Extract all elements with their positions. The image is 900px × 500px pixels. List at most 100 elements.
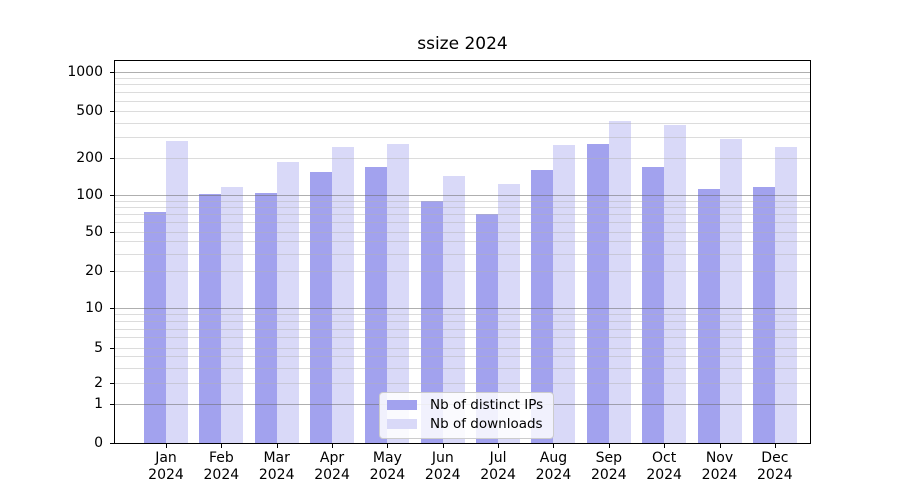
x-tick-mark xyxy=(774,443,776,448)
x-tick-label: May 2024 xyxy=(357,450,417,484)
minor-gridline xyxy=(115,271,810,272)
y-tick-label: 1 xyxy=(94,396,103,413)
bar-downloads-aug xyxy=(553,144,576,443)
minor-gridline xyxy=(115,328,810,330)
month-year: 2024 xyxy=(701,467,738,483)
y-tick-mark xyxy=(110,443,114,444)
minor-gridline xyxy=(115,231,810,233)
y-tick-mark xyxy=(110,383,114,385)
minor-gridline xyxy=(115,137,810,139)
minor-gridline xyxy=(115,314,810,316)
month-name: Oct xyxy=(652,450,677,466)
plot-area xyxy=(114,60,811,444)
legend-swatch-ips xyxy=(387,400,417,410)
x-tick-mark xyxy=(498,443,500,448)
bar-ips-jul xyxy=(476,213,499,443)
x-tick-mark xyxy=(664,443,666,448)
y-tick-mark xyxy=(110,308,114,310)
x-tick-label: Mar 2024 xyxy=(247,450,307,484)
x-tick-label: Jul 2024 xyxy=(468,450,528,484)
bar-downloads-jul xyxy=(498,184,521,443)
bar-ips-sep xyxy=(586,143,609,443)
y-tick-label: 0 xyxy=(94,435,103,451)
minor-gridline xyxy=(115,91,810,93)
minor-gridline xyxy=(115,337,810,339)
y-tick-mark xyxy=(110,195,114,196)
minor-gridline xyxy=(115,77,810,79)
month-name: Mar xyxy=(263,450,290,466)
bar-ips-mar xyxy=(254,193,277,443)
x-tick-label: Oct 2024 xyxy=(634,450,694,484)
y-tick-mark xyxy=(110,158,114,160)
y-tick-label: 50 xyxy=(85,223,103,240)
bar-ips-jun xyxy=(420,200,443,443)
x-tick-mark xyxy=(719,443,721,448)
bar-ips-aug xyxy=(531,170,554,443)
bar-downloads-jan xyxy=(166,140,188,443)
x-tick-mark xyxy=(332,443,334,448)
x-tick-mark xyxy=(387,443,389,448)
minor-gridline xyxy=(115,383,810,385)
bar-downloads-dec xyxy=(774,146,797,443)
x-tick-mark xyxy=(276,443,278,448)
major-gridline xyxy=(115,71,810,73)
minor-gridline xyxy=(115,100,810,102)
x-tick-mark xyxy=(442,443,444,448)
bar-downloads-apr xyxy=(332,146,355,443)
minor-gridline xyxy=(115,84,810,86)
minor-gridline xyxy=(115,111,810,112)
month-year: 2024 xyxy=(424,467,461,483)
minor-gridline xyxy=(115,367,810,369)
month-name: Jan xyxy=(155,450,177,466)
x-tick-label: Feb 2024 xyxy=(191,450,251,484)
x-tick-label: Jan 2024 xyxy=(136,450,196,484)
y-tick-label: 100 xyxy=(76,187,103,203)
month-name: Apr xyxy=(319,450,345,466)
x-tick-label: Sep 2024 xyxy=(579,450,639,484)
month-year: 2024 xyxy=(757,467,793,483)
x-tick-mark xyxy=(553,443,555,448)
minor-gridline xyxy=(115,320,810,322)
bar-downloads-sep xyxy=(608,121,631,443)
y-tick-mark xyxy=(110,347,114,349)
minor-gridline xyxy=(115,213,810,215)
y-tick-mark xyxy=(110,404,114,406)
bar-downloads-jun xyxy=(442,176,465,443)
month-name: Nov xyxy=(705,450,734,466)
x-tick-mark xyxy=(166,443,167,448)
month-name: Jul xyxy=(489,450,507,466)
minor-gridline xyxy=(115,253,810,255)
minor-gridline xyxy=(115,206,810,208)
y-tick-mark xyxy=(110,111,114,112)
y-tick-label: 20 xyxy=(85,263,103,279)
y-tick-label: 200 xyxy=(76,150,103,167)
legend-label-ips: Nb of distinct IPs xyxy=(430,397,544,413)
legend-swatch-downloads xyxy=(387,419,417,429)
month-year: 2024 xyxy=(369,467,406,483)
month-year: 2024 xyxy=(314,467,350,483)
y-tick-label: 1000 xyxy=(67,63,103,80)
month-name: Sep xyxy=(595,450,622,466)
legend-label-downloads: Nb of downloads xyxy=(430,416,543,432)
bar-downloads-oct xyxy=(664,125,687,443)
month-name: Aug xyxy=(539,450,568,466)
minor-gridline xyxy=(115,347,810,349)
minor-gridline xyxy=(115,356,810,358)
y-tick-mark xyxy=(110,71,114,73)
y-tick-label: 2 xyxy=(94,375,103,392)
bar-downloads-mar xyxy=(276,162,299,443)
bar-ips-oct xyxy=(642,166,665,443)
x-tick-label: Nov 2024 xyxy=(690,450,750,484)
minor-gridline xyxy=(115,122,810,124)
bar-downloads-may xyxy=(387,143,410,443)
bar-ips-apr xyxy=(310,171,333,443)
x-tick-mark xyxy=(608,443,610,448)
x-tick-label: Apr 2024 xyxy=(302,450,362,484)
minor-gridline xyxy=(115,222,810,224)
major-gridline xyxy=(115,195,810,196)
bar-downloads-feb xyxy=(221,186,244,443)
y-tick-label: 500 xyxy=(76,103,103,119)
legend: Nb of distinct IPs Nb of downloads xyxy=(379,392,555,439)
minor-gridline xyxy=(115,158,810,160)
